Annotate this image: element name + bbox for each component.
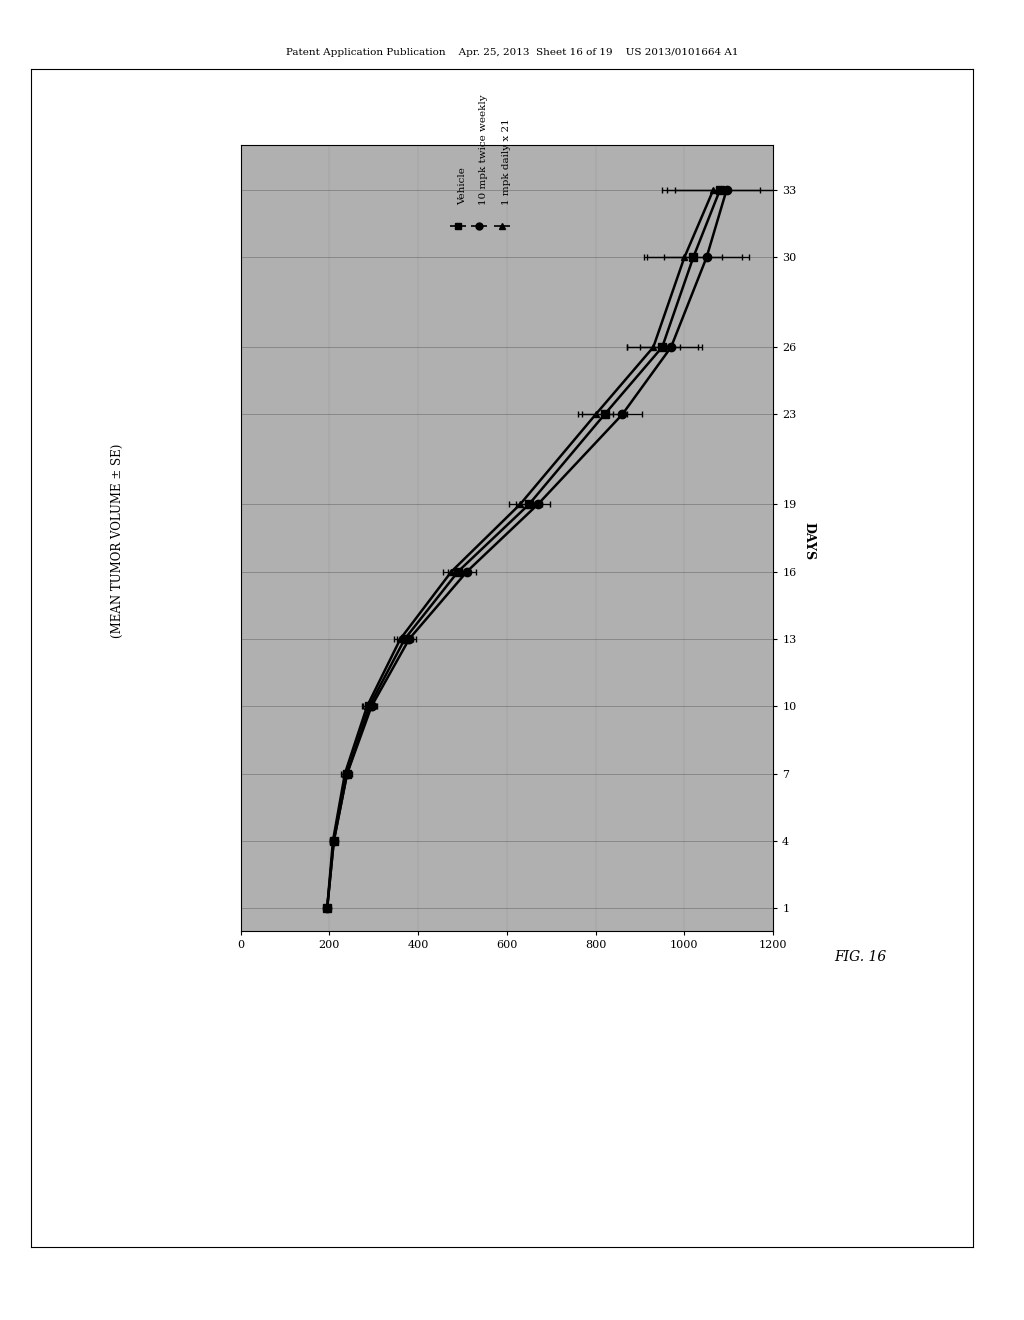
Text: 10 mpk twice weekly: 10 mpk twice weekly (479, 94, 488, 205)
Text: (MEAN TUMOR VOLUME ± SE): (MEAN TUMOR VOLUME ± SE) (112, 444, 124, 639)
Text: 1 mpk daily x 21: 1 mpk daily x 21 (502, 117, 511, 205)
Text: DAYS: DAYS (803, 523, 815, 560)
Text: FIG. 16: FIG. 16 (835, 950, 887, 964)
Text: Patent Application Publication    Apr. 25, 2013  Sheet 16 of 19    US 2013/01016: Patent Application Publication Apr. 25, … (286, 48, 738, 57)
Text: Vehicle: Vehicle (458, 166, 467, 205)
